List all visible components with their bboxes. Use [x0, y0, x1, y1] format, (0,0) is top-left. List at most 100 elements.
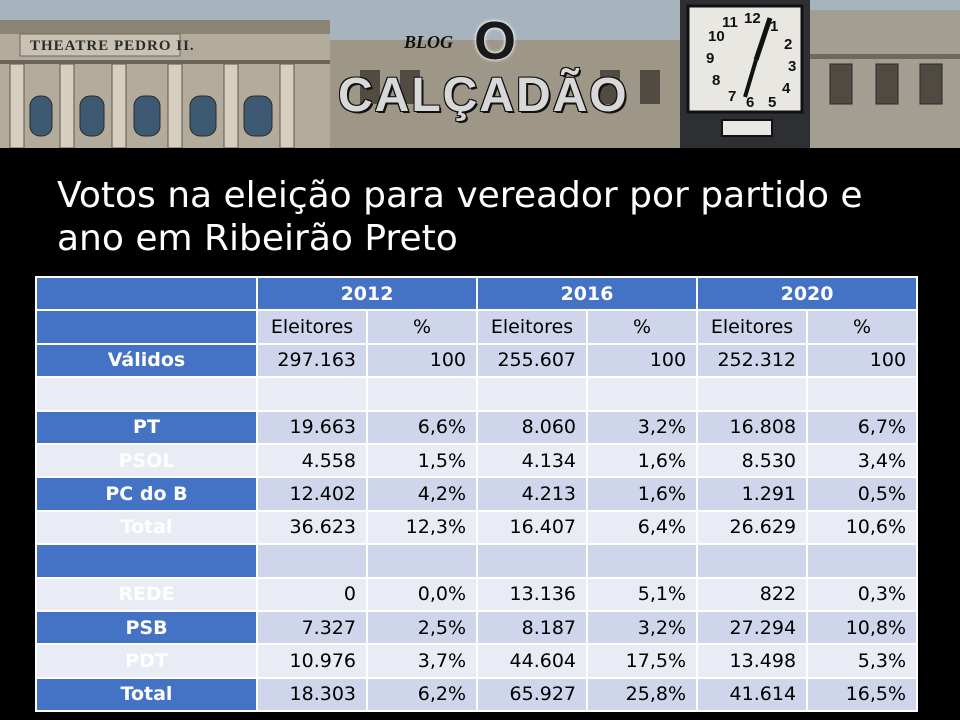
- subheader-percent-2012: %: [365, 309, 479, 345]
- clock-number-3: 3: [788, 58, 797, 75]
- clock-number-8: 8: [712, 72, 721, 89]
- table-row: Válidos 297.163 100 255.607 100 252.312 100: [35, 342, 919, 379]
- voters-cell: [256, 543, 368, 579]
- year-header-2016: 2016: [476, 275, 699, 312]
- voters-cell: 26.629: [696, 509, 809, 546]
- percent-cell: 25,8%: [586, 676, 699, 713]
- percent-cell: 4,2%: [365, 476, 479, 512]
- subheader-voters-2020: Eleitores: [696, 309, 809, 345]
- table-row: PDT 10.976 3,7% 44.604 17,5% 13.498 5,3%: [35, 643, 919, 679]
- percent-cell: [365, 543, 479, 579]
- year-header-row: 2012 2016 2020: [35, 275, 919, 312]
- row-label: REDE: [35, 576, 258, 612]
- row-label: PSOL: [35, 442, 258, 479]
- voters-cell: [696, 543, 809, 579]
- percent-cell: 1,6%: [586, 442, 699, 479]
- voters-cell: 8.060: [476, 409, 589, 445]
- row-label: PDT: [35, 643, 258, 679]
- slide-title: Votos na eleição para vereador por parti…: [57, 174, 937, 260]
- clock-number-11: 11: [722, 14, 738, 31]
- percent-cell: 6,6%: [365, 409, 479, 445]
- clock-number-2: 2: [784, 36, 793, 53]
- percent-cell: [806, 376, 919, 412]
- table-row: REDE 0 0,0% 13.136 5,1% 822 0,3%: [35, 576, 919, 612]
- voters-cell: 8.187: [476, 609, 589, 646]
- percent-cell: [365, 376, 479, 412]
- clock-number-7: 7: [728, 88, 737, 105]
- voters-cell: 8.530: [696, 442, 809, 479]
- percent-cell: 0,0%: [365, 576, 479, 612]
- percent-cell: 100: [806, 342, 919, 379]
- percent-cell: [586, 376, 699, 412]
- voters-cell: 297.163: [256, 342, 368, 379]
- percent-cell: 5,3%: [806, 643, 919, 679]
- voters-cell: 18.303: [256, 676, 368, 713]
- blog-banner: 12 1 2 3 4 5 6 7 8 9 10 11 THEATRE PEDRO…: [0, 0, 960, 148]
- subheader-label-cell: [35, 309, 258, 345]
- percent-cell: 100: [586, 342, 699, 379]
- clock-number-12: 12: [744, 10, 761, 27]
- percent-cell: 3,4%: [806, 442, 919, 479]
- voters-cell: 16.407: [476, 509, 589, 546]
- percent-cell: 3,2%: [586, 609, 699, 646]
- table-row: [35, 543, 919, 579]
- voters-cell: 44.604: [476, 643, 589, 679]
- table-row: Total 36.623 12,3% 16.407 6,4% 26.629 10,6%: [35, 509, 919, 546]
- subheader-voters-2012: Eleitores: [256, 309, 368, 345]
- voters-cell: 41.614: [696, 676, 809, 713]
- header-corner-cell: [35, 275, 258, 312]
- year-header-2020: 2020: [696, 275, 919, 312]
- voters-cell: 252.312: [696, 342, 809, 379]
- row-label: [35, 376, 258, 412]
- voters-cell: 19.663: [256, 409, 368, 445]
- percent-cell: 3,7%: [365, 643, 479, 679]
- voters-cell: 36.623: [256, 509, 368, 546]
- percent-cell: 1,6%: [586, 476, 699, 512]
- voters-cell: 27.294: [696, 609, 809, 646]
- blog-word: BLOG: [404, 32, 453, 52]
- table-row: PSB 7.327 2,5% 8.187 3,2% 27.294 10,8%: [35, 609, 919, 646]
- voters-cell: 4.213: [476, 476, 589, 512]
- slide-title-line-2: ano em Ribeirão Preto: [57, 218, 458, 259]
- percent-cell: 6,7%: [806, 409, 919, 445]
- slide-title-line-1: Votos na eleição para vereador por parti…: [57, 175, 863, 216]
- voters-cell: [696, 376, 809, 412]
- clock-number-4: 4: [782, 80, 791, 97]
- table-row: [35, 376, 919, 412]
- percent-cell: 0,5%: [806, 476, 919, 512]
- voters-cell: 1.291: [696, 476, 809, 512]
- clock-number-10: 10: [708, 28, 725, 45]
- year-header-2012: 2012: [255, 275, 479, 312]
- row-label: PT: [35, 409, 258, 445]
- table-row: Total 18.303 6,2% 65.927 25,8% 41.614 16,5%: [35, 676, 919, 713]
- voters-cell: 12.402: [256, 476, 368, 512]
- theatre-name-sign: THEATRE PEDRO II.: [30, 38, 195, 54]
- percent-cell: 5,1%: [586, 576, 699, 612]
- clock-number-9: 9: [706, 50, 715, 67]
- subheader-percent-2016: %: [586, 309, 699, 345]
- percent-cell: 10,8%: [806, 609, 919, 646]
- row-label: PC do B: [35, 476, 258, 512]
- percent-cell: 100: [365, 342, 479, 379]
- voters-cell: 255.607: [476, 342, 589, 379]
- voters-cell: [476, 376, 589, 412]
- clock-number-5: 5: [768, 94, 777, 111]
- percent-cell: 16,5%: [806, 676, 919, 713]
- voters-cell: 4.134: [476, 442, 589, 479]
- voters-cell: 0: [256, 576, 368, 612]
- voters-cell: 65.927: [476, 676, 589, 713]
- votes-table: 2012 2016 2020 Eleitores % Eleitores % E…: [35, 275, 919, 713]
- percent-cell: 1,5%: [365, 442, 479, 479]
- voters-cell: 7.327: [256, 609, 368, 646]
- table-row: PSOL 4.558 1,5% 4.134 1,6% 8.530 3,4%: [35, 442, 919, 479]
- voters-cell: [256, 376, 368, 412]
- banner-illustration: [0, 0, 960, 148]
- voters-cell: 16.808: [696, 409, 809, 445]
- table-row: PC do B 12.402 4,2% 4.213 1,6% 1.291 0,5%: [35, 476, 919, 512]
- percent-cell: 0,3%: [806, 576, 919, 612]
- row-label: PSB: [35, 609, 258, 646]
- blog-logo-name: CALÇADÃO: [338, 69, 629, 122]
- percent-cell: [586, 543, 699, 579]
- percent-cell: 10,6%: [806, 509, 919, 546]
- percent-cell: 6,4%: [586, 509, 699, 546]
